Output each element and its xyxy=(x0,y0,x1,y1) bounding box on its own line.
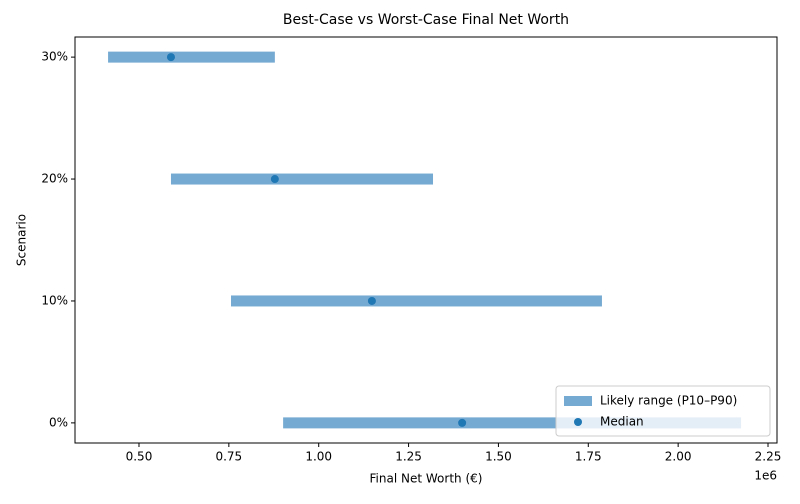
median-point xyxy=(367,296,376,305)
range-bar xyxy=(170,173,434,185)
y-tick-label: 20% xyxy=(41,172,68,186)
legend: Likely range (P10–P90) Median xyxy=(555,385,771,437)
y-tick-label: 10% xyxy=(41,293,68,307)
legend-swatch xyxy=(564,396,592,406)
legend-label: Likely range (P10–P90) xyxy=(600,394,737,408)
chart-title: Best-Case vs Worst-Case Final Net Worth xyxy=(283,12,569,28)
x-tick-label: 1.50 xyxy=(485,450,512,464)
x-tick-label: 0.50 xyxy=(126,450,153,464)
x-offset-label: 1e6 xyxy=(754,469,777,483)
x-tick-label: 1.75 xyxy=(575,450,602,464)
median-point xyxy=(458,418,467,427)
plot-frame xyxy=(74,36,778,444)
legend-marker xyxy=(574,418,582,426)
y-axis-label: Scenario xyxy=(15,214,29,266)
x-axis-label: Final Net Worth (€) xyxy=(370,472,483,486)
legend-box xyxy=(555,385,771,437)
range-bar xyxy=(231,295,602,307)
x-tick-label: 2.25 xyxy=(755,450,782,464)
range-bar xyxy=(283,417,742,429)
legend-label: Median xyxy=(600,415,644,429)
y-tick-label: 0% xyxy=(49,415,68,429)
x-tick-label: 2.00 xyxy=(665,450,692,464)
range-bar xyxy=(108,51,275,63)
x-tick-label: 1.25 xyxy=(395,450,422,464)
y-tick-label: 30% xyxy=(41,50,68,64)
x-tick-label: 1.00 xyxy=(305,450,332,464)
x-tick-label: 0.75 xyxy=(215,450,242,464)
median-point xyxy=(270,175,279,184)
median-point xyxy=(166,53,175,62)
